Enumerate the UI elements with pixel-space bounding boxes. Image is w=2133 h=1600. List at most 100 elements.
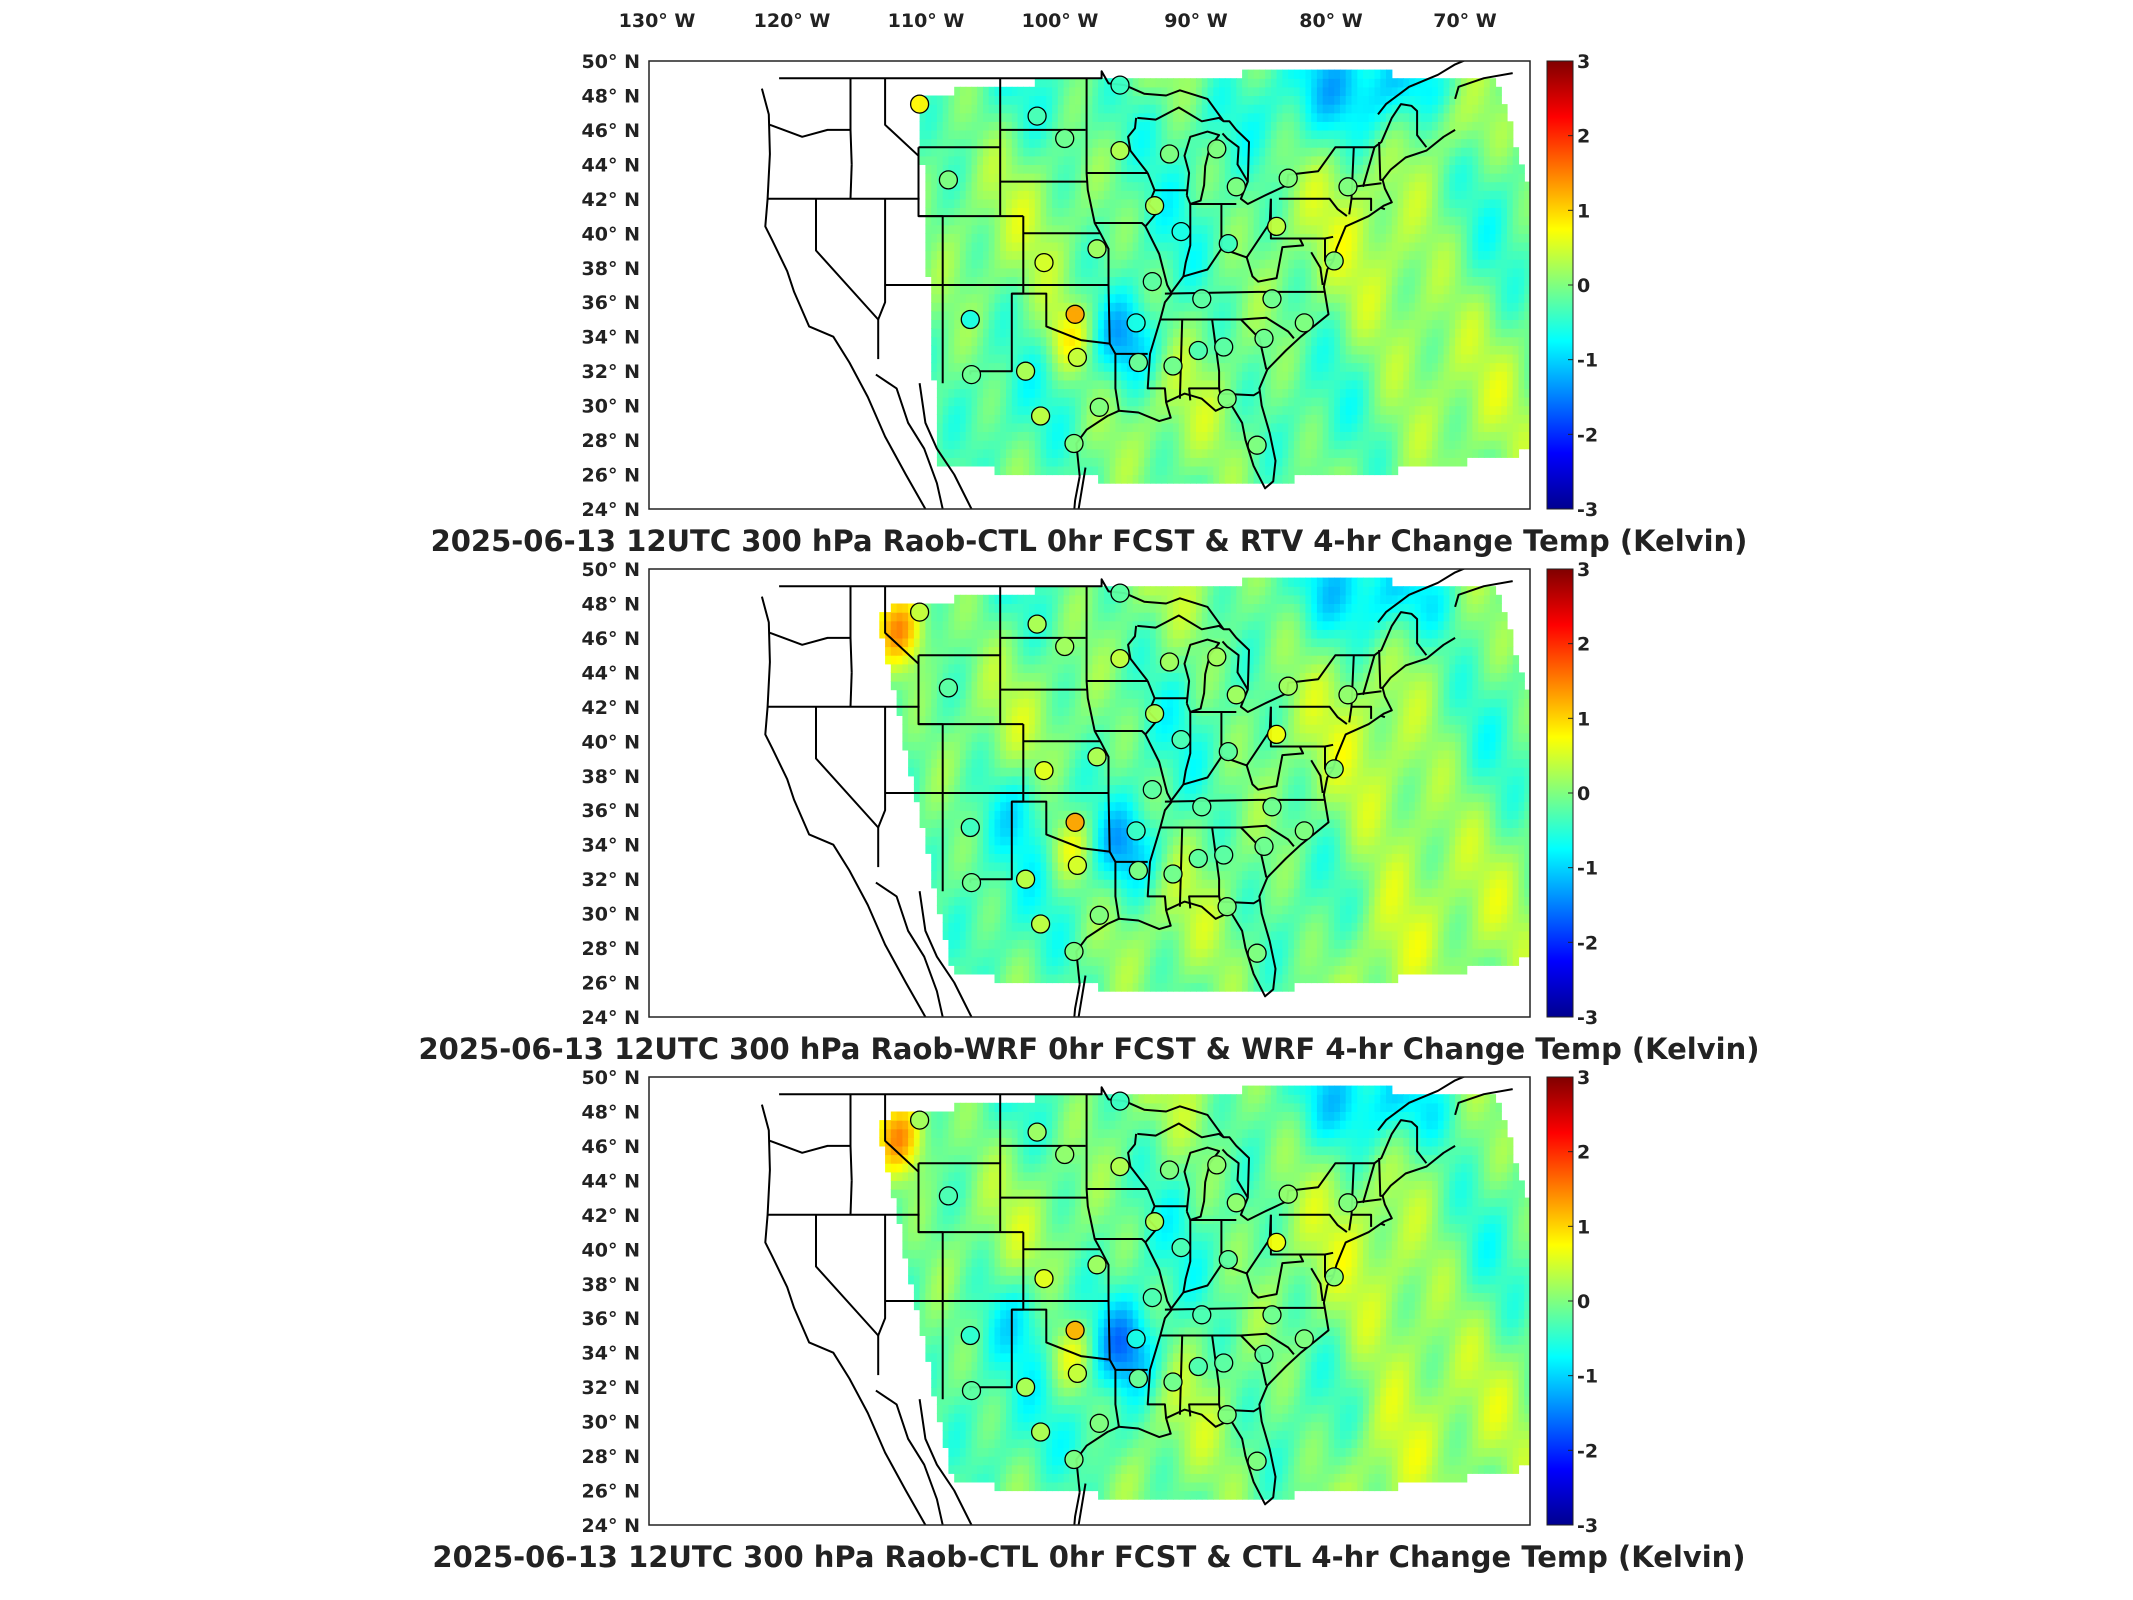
colorbar-tick-label: -3: [1577, 1515, 1598, 1537]
station-marker: [1324, 251, 1344, 271]
station-marker: [1064, 941, 1084, 962]
station-marker: [909, 94, 930, 114]
lat-label: 36° N: [582, 292, 640, 314]
station-marker: [1192, 289, 1212, 309]
map-outlines: [760, 569, 1513, 1017]
lat-label: 50° N: [582, 1067, 640, 1089]
colorbar-tick-label: 2: [1577, 126, 1590, 148]
station-marker: [1027, 614, 1047, 634]
station-marker: [1110, 75, 1130, 95]
station-marker: [1142, 271, 1162, 292]
colorbar-tick-label: -1: [1577, 1366, 1598, 1388]
station-marker: [1188, 340, 1208, 361]
lat-label: 34° N: [582, 835, 640, 857]
map-frame: [648, 568, 1531, 1018]
station-marker: [960, 1325, 980, 1346]
lat-label: 38° N: [582, 258, 640, 280]
lat-label: 36° N: [582, 1308, 640, 1330]
station-marker: [1324, 1267, 1344, 1287]
station-marker: [1192, 797, 1212, 817]
lat-label: 48° N: [582, 86, 640, 108]
station-marker: [1067, 855, 1088, 876]
station-marker: [1067, 347, 1088, 368]
station-marker: [1065, 304, 1085, 324]
lon-label: 90° W: [1164, 10, 1228, 32]
station-marker: [1089, 905, 1109, 925]
station-marker: [1087, 239, 1107, 259]
lat-label: 44° N: [582, 1170, 640, 1192]
lat-label: 40° N: [582, 1239, 640, 1261]
colorbar-tick-label: -3: [1577, 1007, 1598, 1029]
station-marker: [961, 1380, 982, 1401]
station-marker: [1188, 1356, 1208, 1377]
lon-label: 120° W: [754, 10, 831, 32]
lon-label: 110° W: [888, 10, 965, 32]
station-marker: [1030, 406, 1051, 426]
temperature-field: [919, 69, 1530, 484]
station-marker: [1142, 1287, 1162, 1308]
colorbar-tick-label: 0: [1577, 783, 1590, 805]
lat-label: 32° N: [582, 361, 640, 383]
station-marker: [1266, 216, 1287, 237]
colorbar: 3 2 1 0 -1 -2 -3: [1546, 1067, 1598, 1537]
colorbar-tick-label: 1: [1577, 1216, 1590, 1238]
panels: 50° N 48° N 46° N 44° N 42° N 40° N 38° N 36° N…: [418, 51, 1759, 1574]
map-frame: [648, 1076, 1531, 1526]
station-marker: [1171, 221, 1191, 242]
station-marker: [1126, 313, 1146, 333]
station-marker: [1188, 848, 1208, 869]
lat-label: 48° N: [582, 594, 640, 616]
lat-label: 44° N: [582, 662, 640, 684]
station-marker: [1226, 177, 1246, 197]
latitude-labels: 50° N 48° N 46° N 44° N 42° N 40° N 38° N 36° N…: [582, 559, 640, 1029]
station-marker: [1262, 1305, 1282, 1325]
station-marker: [1254, 1344, 1274, 1365]
colorbar-tick-label: -1: [1577, 858, 1598, 880]
lat-label: 46° N: [582, 1136, 640, 1158]
lat-label: 28° N: [582, 938, 640, 960]
station-marker: [1338, 1193, 1358, 1213]
station-marker: [1087, 747, 1107, 767]
map-frame: [648, 60, 1531, 510]
station-marker: [1338, 685, 1358, 705]
lat-label: 42° N: [582, 697, 640, 719]
colorbar-tick-label: -1: [1577, 350, 1598, 372]
station-marker: [961, 364, 982, 385]
longitude-labels: 130° W 120° W 110° W 100° W 90° W 80° W 70° W: [619, 10, 1497, 32]
colorbar-tick-label: 1: [1577, 708, 1590, 730]
lat-label: 46° N: [582, 120, 640, 142]
station-marker: [1128, 1368, 1149, 1389]
station-marker: [1126, 821, 1146, 841]
station-marker: [1065, 812, 1085, 832]
colorbar-tick-label: 2: [1577, 634, 1590, 656]
station-marker: [1262, 797, 1282, 817]
station-marker: [1278, 168, 1298, 188]
station-marker: [1217, 1405, 1237, 1425]
station-marker: [1110, 140, 1130, 161]
station-marker: [1294, 313, 1314, 333]
station-marker: [1226, 1193, 1246, 1213]
station-marker: [1192, 1305, 1212, 1325]
station-marker: [1214, 337, 1234, 357]
station-marker: [1034, 252, 1054, 273]
station-marker: [1226, 685, 1246, 705]
lon-label: 70° W: [1433, 10, 1497, 32]
station-marker: [1030, 1422, 1051, 1442]
station-marker: [1247, 1451, 1267, 1471]
station-marker: [1055, 128, 1075, 149]
station-marker: [1110, 1156, 1130, 1177]
station-marker: [1087, 1255, 1107, 1275]
station-marker: [1217, 389, 1237, 409]
panel-title: 2025-06-13 12UTC 300 hPa Raob-CTL 0hr FC…: [431, 524, 1748, 558]
station-marker: [1089, 397, 1109, 417]
panel-title: 2025-06-13 12UTC 300 hPa Raob-CTL 0hr FC…: [432, 1540, 1745, 1574]
station-marker: [1278, 1184, 1298, 1204]
colorbar-tick-label: 0: [1577, 1291, 1590, 1313]
raob-stations: [909, 1091, 1358, 1471]
station-marker: [1064, 433, 1084, 454]
station-marker: [938, 1186, 959, 1206]
station-marker: [938, 170, 959, 190]
colorbar-tick-label: 3: [1577, 559, 1590, 581]
lat-label: 40° N: [582, 223, 640, 245]
